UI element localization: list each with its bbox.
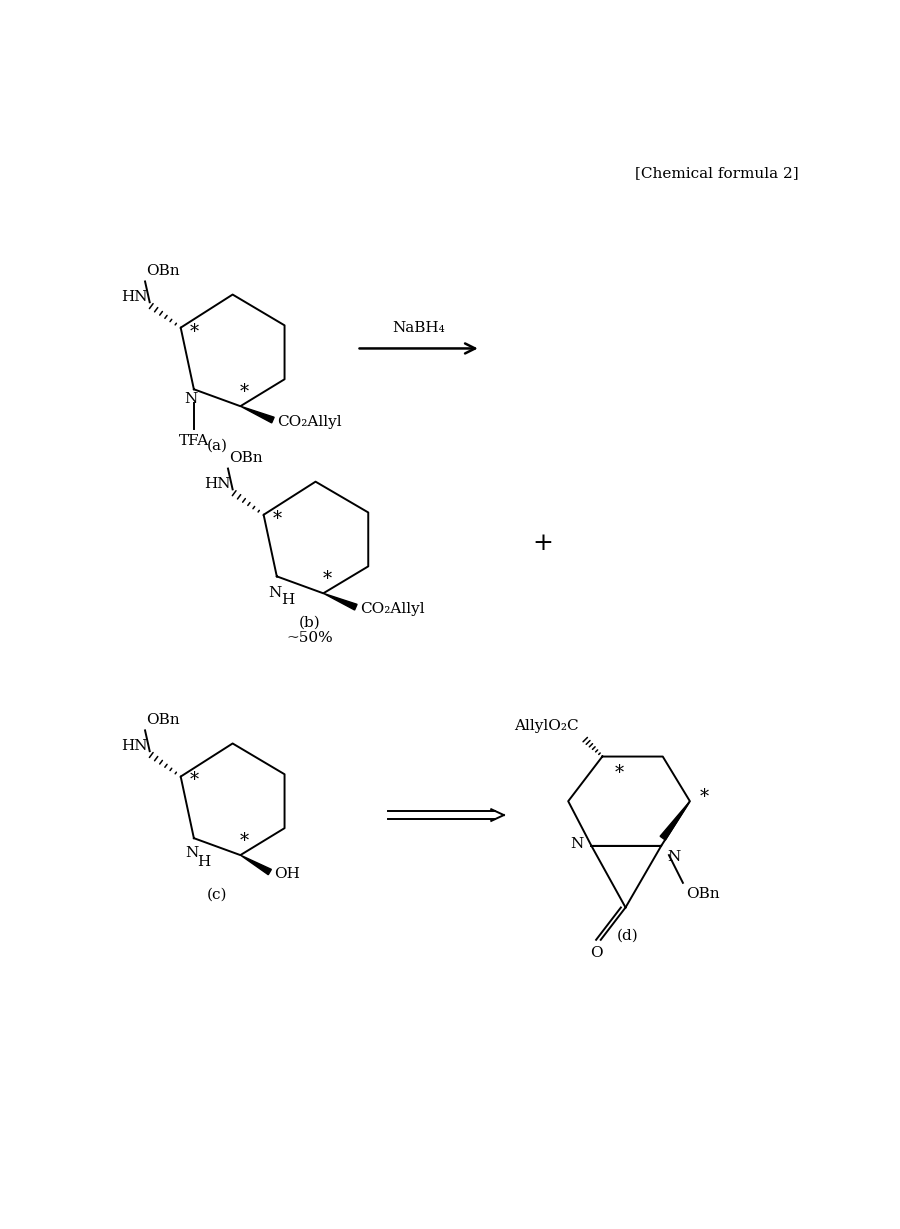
Text: [Chemical formula 2]: [Chemical formula 2] xyxy=(634,166,798,179)
Text: +: + xyxy=(532,532,554,554)
Text: *: * xyxy=(615,764,624,783)
Text: OH: OH xyxy=(274,866,301,881)
Text: HN: HN xyxy=(121,290,148,304)
Text: CO₂Allyl: CO₂Allyl xyxy=(277,414,342,429)
Text: OBn: OBn xyxy=(147,713,180,726)
Text: *: * xyxy=(239,832,248,850)
Polygon shape xyxy=(323,594,357,610)
Text: OBn: OBn xyxy=(147,263,180,278)
Text: N: N xyxy=(571,837,584,852)
Text: (d): (d) xyxy=(617,929,639,943)
Text: N: N xyxy=(184,846,198,860)
Text: HN: HN xyxy=(121,739,148,752)
Text: *: * xyxy=(273,510,282,527)
Text: *: * xyxy=(190,322,199,340)
Text: AllylO₂C: AllylO₂C xyxy=(515,719,579,734)
Text: HN: HN xyxy=(203,477,230,490)
Text: OBn: OBn xyxy=(686,887,720,901)
Text: N: N xyxy=(184,392,197,407)
Text: OBn: OBn xyxy=(230,451,263,465)
Text: *: * xyxy=(190,772,199,789)
Text: H: H xyxy=(281,594,294,607)
Text: (c): (c) xyxy=(207,889,228,902)
Polygon shape xyxy=(240,855,272,875)
Text: N: N xyxy=(268,585,281,600)
Text: (a): (a) xyxy=(207,439,228,452)
Text: O: O xyxy=(590,946,603,960)
Text: *: * xyxy=(322,570,332,589)
Text: TFA: TFA xyxy=(179,434,209,447)
Text: ~50%: ~50% xyxy=(287,630,334,645)
Polygon shape xyxy=(240,407,274,423)
Text: CO₂Allyl: CO₂Allyl xyxy=(361,602,425,616)
Text: N: N xyxy=(668,850,680,864)
Text: *: * xyxy=(239,383,248,402)
Polygon shape xyxy=(660,801,690,841)
Text: NaBH₄: NaBH₄ xyxy=(392,321,445,336)
Text: H: H xyxy=(197,855,211,869)
Text: (b): (b) xyxy=(299,616,321,629)
Text: *: * xyxy=(699,788,708,806)
